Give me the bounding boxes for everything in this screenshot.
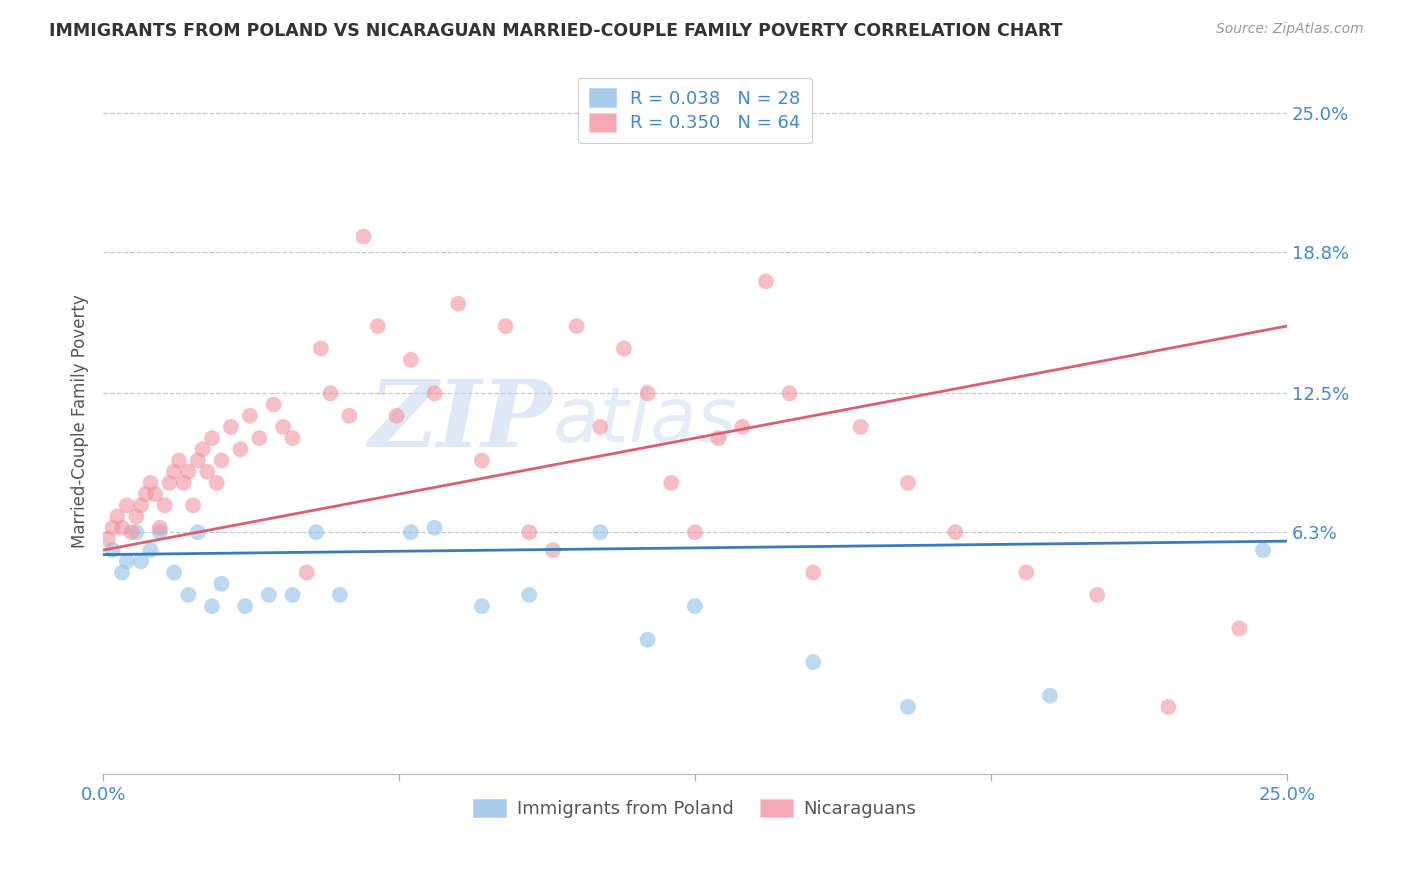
Point — [471, 599, 494, 614]
Point — [263, 398, 285, 412]
Point — [319, 386, 342, 401]
Point — [139, 543, 162, 558]
Point — [173, 475, 195, 490]
Point — [177, 465, 200, 479]
Point — [129, 499, 152, 513]
Point — [755, 274, 778, 288]
Point — [153, 499, 176, 513]
Point — [1085, 588, 1108, 602]
Point — [1039, 689, 1062, 703]
Point — [101, 543, 124, 558]
Point — [195, 465, 218, 479]
Point — [295, 566, 318, 580]
Point — [399, 352, 422, 367]
Point — [637, 632, 659, 647]
Point — [219, 420, 242, 434]
Point — [115, 499, 138, 513]
Point — [125, 509, 148, 524]
Point — [801, 655, 824, 669]
Point — [257, 588, 280, 602]
Point — [897, 700, 920, 714]
Point — [247, 431, 270, 445]
Point — [423, 386, 446, 401]
Point — [105, 509, 128, 524]
Point — [191, 442, 214, 457]
Point — [201, 599, 224, 614]
Point — [589, 420, 612, 434]
Point — [163, 465, 186, 479]
Point — [897, 475, 920, 490]
Point — [447, 296, 470, 310]
Point — [1227, 622, 1250, 636]
Point — [1251, 543, 1274, 558]
Point — [167, 453, 190, 467]
Point — [177, 588, 200, 602]
Point — [517, 588, 540, 602]
Point — [111, 521, 134, 535]
Point — [97, 532, 120, 546]
Point — [229, 442, 252, 457]
Point — [211, 576, 233, 591]
Point — [163, 566, 186, 580]
Point — [495, 319, 517, 334]
Point — [101, 521, 124, 535]
Point — [385, 409, 408, 423]
Point — [943, 525, 966, 540]
Point — [139, 475, 162, 490]
Point — [111, 566, 134, 580]
Point — [329, 588, 352, 602]
Point — [149, 521, 172, 535]
Point — [211, 453, 233, 467]
Point — [281, 588, 304, 602]
Point — [233, 599, 256, 614]
Point — [125, 525, 148, 540]
Point — [157, 475, 180, 490]
Point — [683, 525, 706, 540]
Point — [149, 525, 172, 540]
Point — [187, 525, 209, 540]
Point — [801, 566, 824, 580]
Point — [637, 386, 659, 401]
Text: ZIP: ZIP — [368, 376, 553, 467]
Point — [115, 554, 138, 568]
Point — [589, 525, 612, 540]
Point — [659, 475, 682, 490]
Point — [541, 543, 564, 558]
Point — [305, 525, 328, 540]
Point — [849, 420, 872, 434]
Point — [201, 431, 224, 445]
Point — [135, 487, 157, 501]
Legend: Immigrants from Poland, Nicaraguans: Immigrants from Poland, Nicaraguans — [465, 791, 924, 825]
Text: IMMIGRANTS FROM POLAND VS NICARAGUAN MARRIED-COUPLE FAMILY POVERTY CORRELATION C: IMMIGRANTS FROM POLAND VS NICARAGUAN MAR… — [49, 22, 1063, 40]
Point — [565, 319, 588, 334]
Point — [613, 342, 636, 356]
Point — [353, 229, 375, 244]
Point — [309, 342, 332, 356]
Point — [683, 599, 706, 614]
Point — [779, 386, 801, 401]
Point — [205, 475, 228, 490]
Point — [423, 521, 446, 535]
Text: atlas: atlas — [553, 384, 737, 458]
Point — [367, 319, 389, 334]
Point — [471, 453, 494, 467]
Point — [281, 431, 304, 445]
Point — [399, 525, 422, 540]
Point — [181, 499, 204, 513]
Text: Source: ZipAtlas.com: Source: ZipAtlas.com — [1216, 22, 1364, 37]
Point — [121, 525, 143, 540]
Point — [731, 420, 754, 434]
Point — [271, 420, 294, 434]
Point — [129, 554, 152, 568]
Point — [1015, 566, 1038, 580]
Point — [239, 409, 262, 423]
Point — [143, 487, 166, 501]
Point — [707, 431, 730, 445]
Y-axis label: Married-Couple Family Poverty: Married-Couple Family Poverty — [72, 294, 89, 549]
Point — [517, 525, 540, 540]
Point — [187, 453, 209, 467]
Point — [337, 409, 360, 423]
Point — [1157, 700, 1180, 714]
